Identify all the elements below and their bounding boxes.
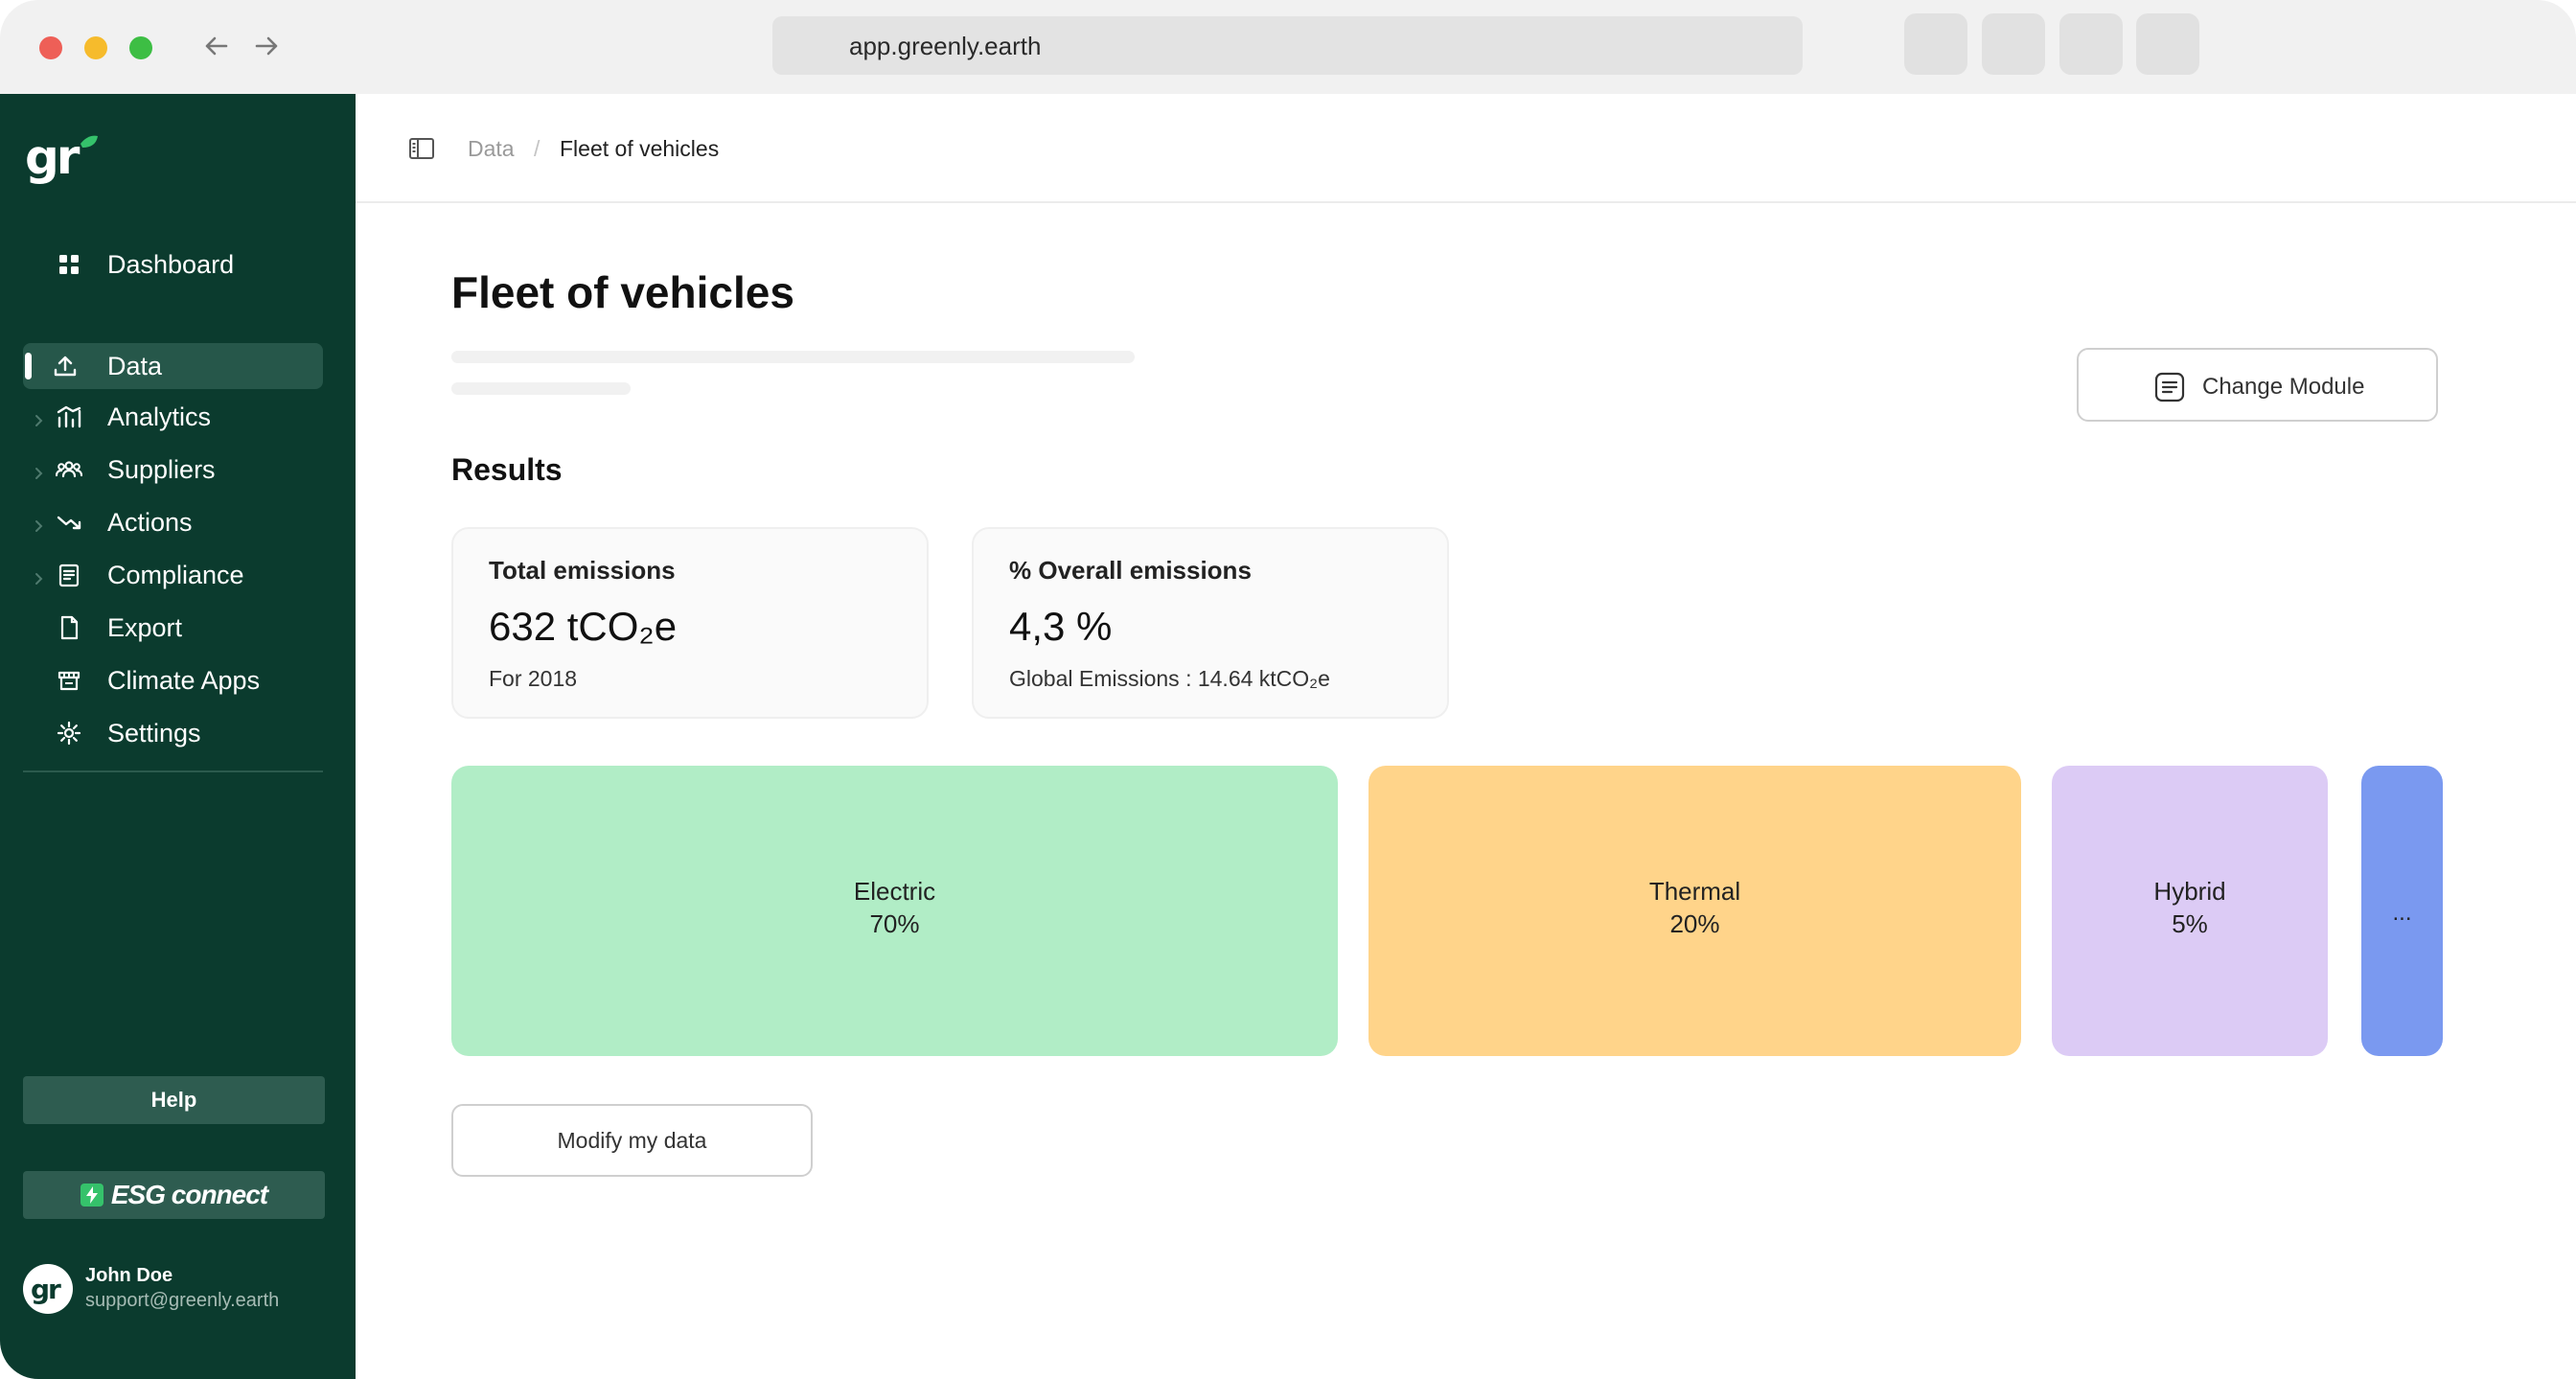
sidebar-item-label: Data [107,352,163,380]
url-text: app.greenly.earth [849,32,1042,60]
block-value: 5% [2172,909,2208,938]
browser-toolbar-button-2[interactable] [1982,13,2045,75]
sidebar-item-data[interactable]: Data [23,343,323,389]
sidebar-item-export[interactable]: Export [23,605,323,651]
breakdown-block-hybrid[interactable]: Hybrid 5% [2052,766,2328,1056]
upload-icon [52,353,79,379]
card-value: 4,3 % [1009,604,1113,649]
card-value: 632 tCO₂e [489,604,678,649]
block-label: ... [2392,900,2412,926]
sidebar-item-settings[interactable]: Settings [23,710,323,756]
user-profile[interactable]: gr John Doe support@greenly.earth [23,1262,330,1320]
card-title: % Overall emissions [1009,556,1252,585]
maximize-window-button[interactable] [129,36,152,59]
block-value: 20% [1669,909,1720,938]
analytics-icon [56,403,82,430]
esg-connect-button[interactable]: ESG connect [23,1171,325,1219]
breadcrumb-current: Fleet of vehicles [560,136,720,161]
clipboard-icon [56,562,82,588]
card-subtitle: Global Emissions : 14.64 ktCO₂e [1009,666,1330,691]
help-button[interactable]: Help [23,1076,325,1124]
active-indicator [25,353,32,379]
chevron-right-icon[interactable] [29,460,48,479]
sidebar-item-label: Export [107,613,183,642]
user-email: support@greenly.earth [85,1290,280,1311]
sidebar-item-label: Suppliers [107,455,216,484]
sidebar-item-label: Analytics [107,402,212,431]
block-label: Thermal [1648,877,1741,906]
change-module-button[interactable]: Change Module [2077,348,2438,422]
sidebar-item-dashboard[interactable]: Dashboard [23,241,323,287]
document-icon [2153,371,2186,403]
browser-toolbar-button-4[interactable] [2136,13,2199,75]
sidebar-item-label: Compliance [107,561,244,589]
breakdown-block-more[interactable]: ... [2361,766,2443,1056]
users-icon [55,456,83,483]
skeleton-line [451,382,631,395]
breadcrumb-data[interactable]: Data [468,136,515,161]
grid-icon [56,251,82,278]
forward-arrow-icon[interactable] [247,27,286,65]
sidebar: gr Dashboard Data Analytics [0,94,356,1379]
sidebar-item-analytics[interactable]: Analytics [23,394,323,440]
sidebar-item-label: Settings [107,719,201,747]
sidebar-item-label: Dashboard [107,250,235,279]
breadcrumb-separator: / [534,136,540,161]
block-value: 70% [869,909,920,938]
breakdown-block-electric[interactable]: Electric 70% [451,766,1338,1056]
sidebar-item-label: Actions [107,508,193,537]
browser-toolbar-button-1[interactable] [1904,13,1967,75]
sidebar-item-compliance[interactable]: Compliance [23,552,323,598]
main-content: Data / Fleet of vehicles Fleet of vehicl… [356,94,2576,1379]
block-label: Hybrid [2153,877,2226,906]
topbar: Data / Fleet of vehicles [356,94,2576,203]
lightning-icon [80,1184,104,1207]
avatar: gr [23,1264,73,1314]
card-title: Total emissions [489,556,676,585]
browser-chrome: app.greenly.earth [0,0,2576,94]
svg-text:gr: gr [25,130,80,185]
gear-icon [56,720,82,747]
sidebar-toggle-icon[interactable] [408,136,435,161]
sidebar-item-label: Climate Apps [107,666,261,695]
address-bar[interactable]: app.greenly.earth [772,16,1803,75]
modify-data-button[interactable]: Modify my data [451,1104,813,1177]
overall-emissions-card: % Overall emissions 4,3 % Global Emissio… [972,527,1449,719]
svg-text:gr: gr [31,1274,61,1304]
sidebar-divider [23,770,323,772]
greenly-logo[interactable]: gr [25,129,102,188]
esg-connect-label: ESG connect [110,1180,268,1209]
trend-down-icon [56,509,82,536]
card-subtitle: For 2018 [489,666,578,691]
user-name: John Doe [85,1265,173,1286]
sidebar-item-climate-apps[interactable]: Climate Apps [23,657,323,703]
close-window-button[interactable] [39,36,62,59]
block-label: Electric [853,877,936,906]
back-arrow-icon[interactable] [197,27,236,65]
file-icon [56,614,82,641]
sidebar-item-actions[interactable]: Actions [23,499,323,545]
skeleton-line [451,351,1135,363]
chevron-right-icon[interactable] [29,407,48,426]
chevron-right-icon[interactable] [29,513,48,532]
page-title: Fleet of vehicles [451,267,794,317]
browser-toolbar-button-3[interactable] [2059,13,2123,75]
results-title: Results [451,452,563,487]
breakdown-block-thermal[interactable]: Thermal 20% [1368,766,2021,1056]
sidebar-item-suppliers[interactable]: Suppliers [23,447,323,493]
store-icon [56,667,82,694]
minimize-window-button[interactable] [84,36,107,59]
chevron-right-icon[interactable] [29,565,48,585]
change-module-label: Change Module [2202,374,2365,400]
total-emissions-card: Total emissions 632 tCO₂e For 2018 [451,527,929,719]
